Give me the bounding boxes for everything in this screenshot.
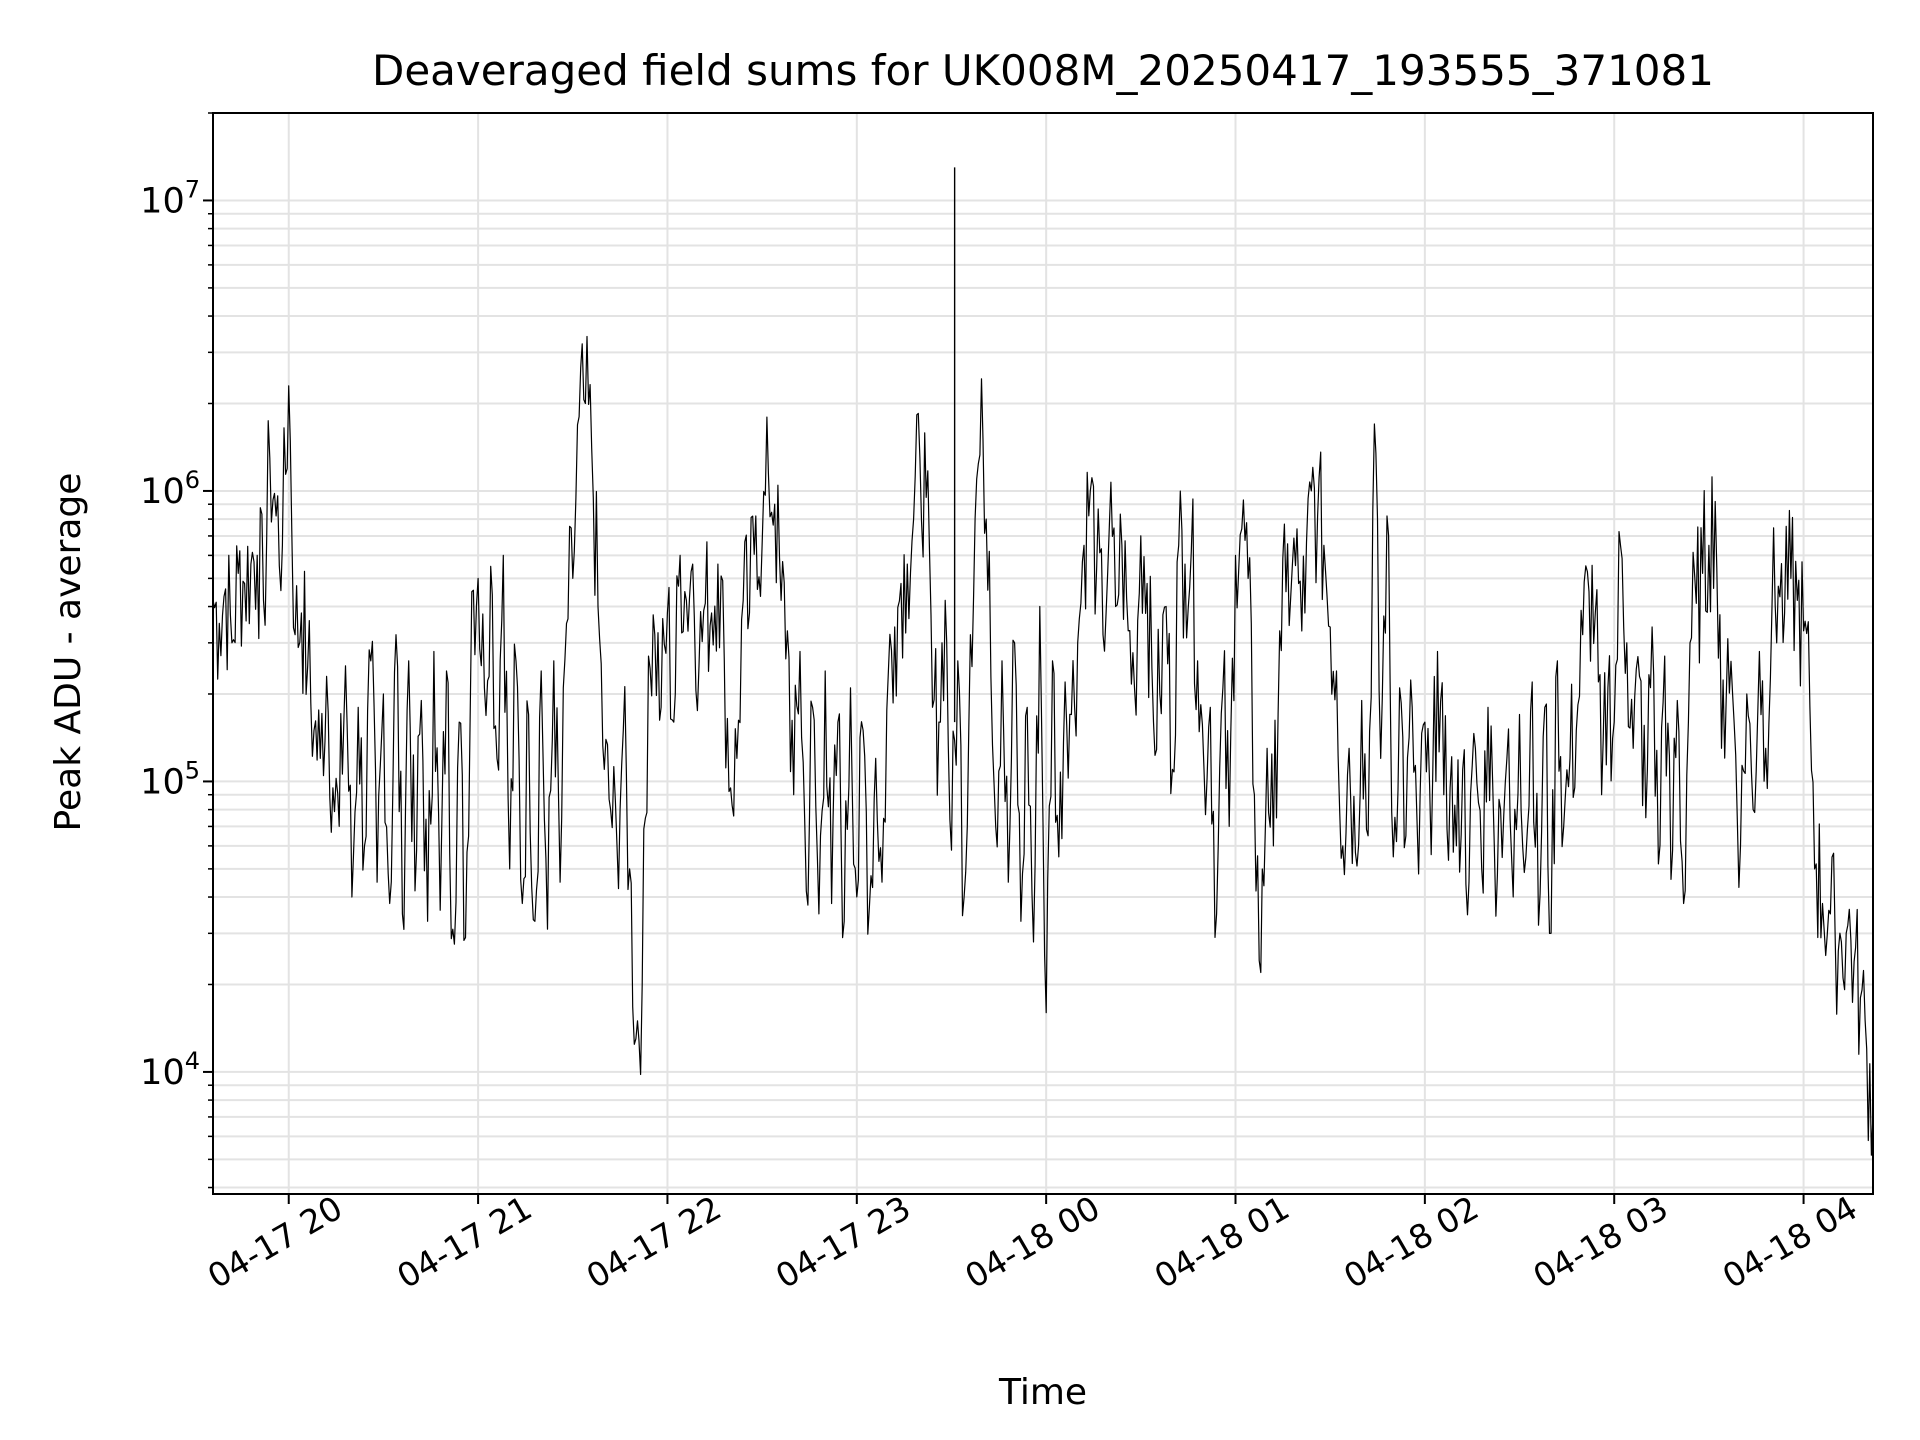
y-tick-base: 10	[140, 472, 185, 512]
x-axis-label: Time	[998, 1372, 1087, 1413]
y-tick-base: 10	[140, 1053, 185, 1093]
y-tick-label: 107	[140, 175, 200, 221]
y-tick-label: 106	[140, 466, 200, 512]
y-tick-base: 10	[140, 181, 185, 221]
y-tick-label: 104	[140, 1047, 200, 1093]
y-tick-exponent: 7	[185, 175, 200, 203]
series-line	[212, 335, 1874, 1156]
y-tick-base: 10	[140, 762, 185, 802]
y-tick-exponent: 5	[185, 756, 200, 784]
y-tick-exponent: 6	[185, 466, 200, 494]
y-axis-label: Peak ADU - average	[48, 473, 89, 832]
y-tick-label: 105	[140, 756, 200, 802]
chart-title: Deaveraged field sums for UK008M_2025041…	[372, 46, 1714, 95]
plot-frame	[212, 112, 1874, 1195]
y-tick-exponent: 4	[185, 1047, 200, 1075]
